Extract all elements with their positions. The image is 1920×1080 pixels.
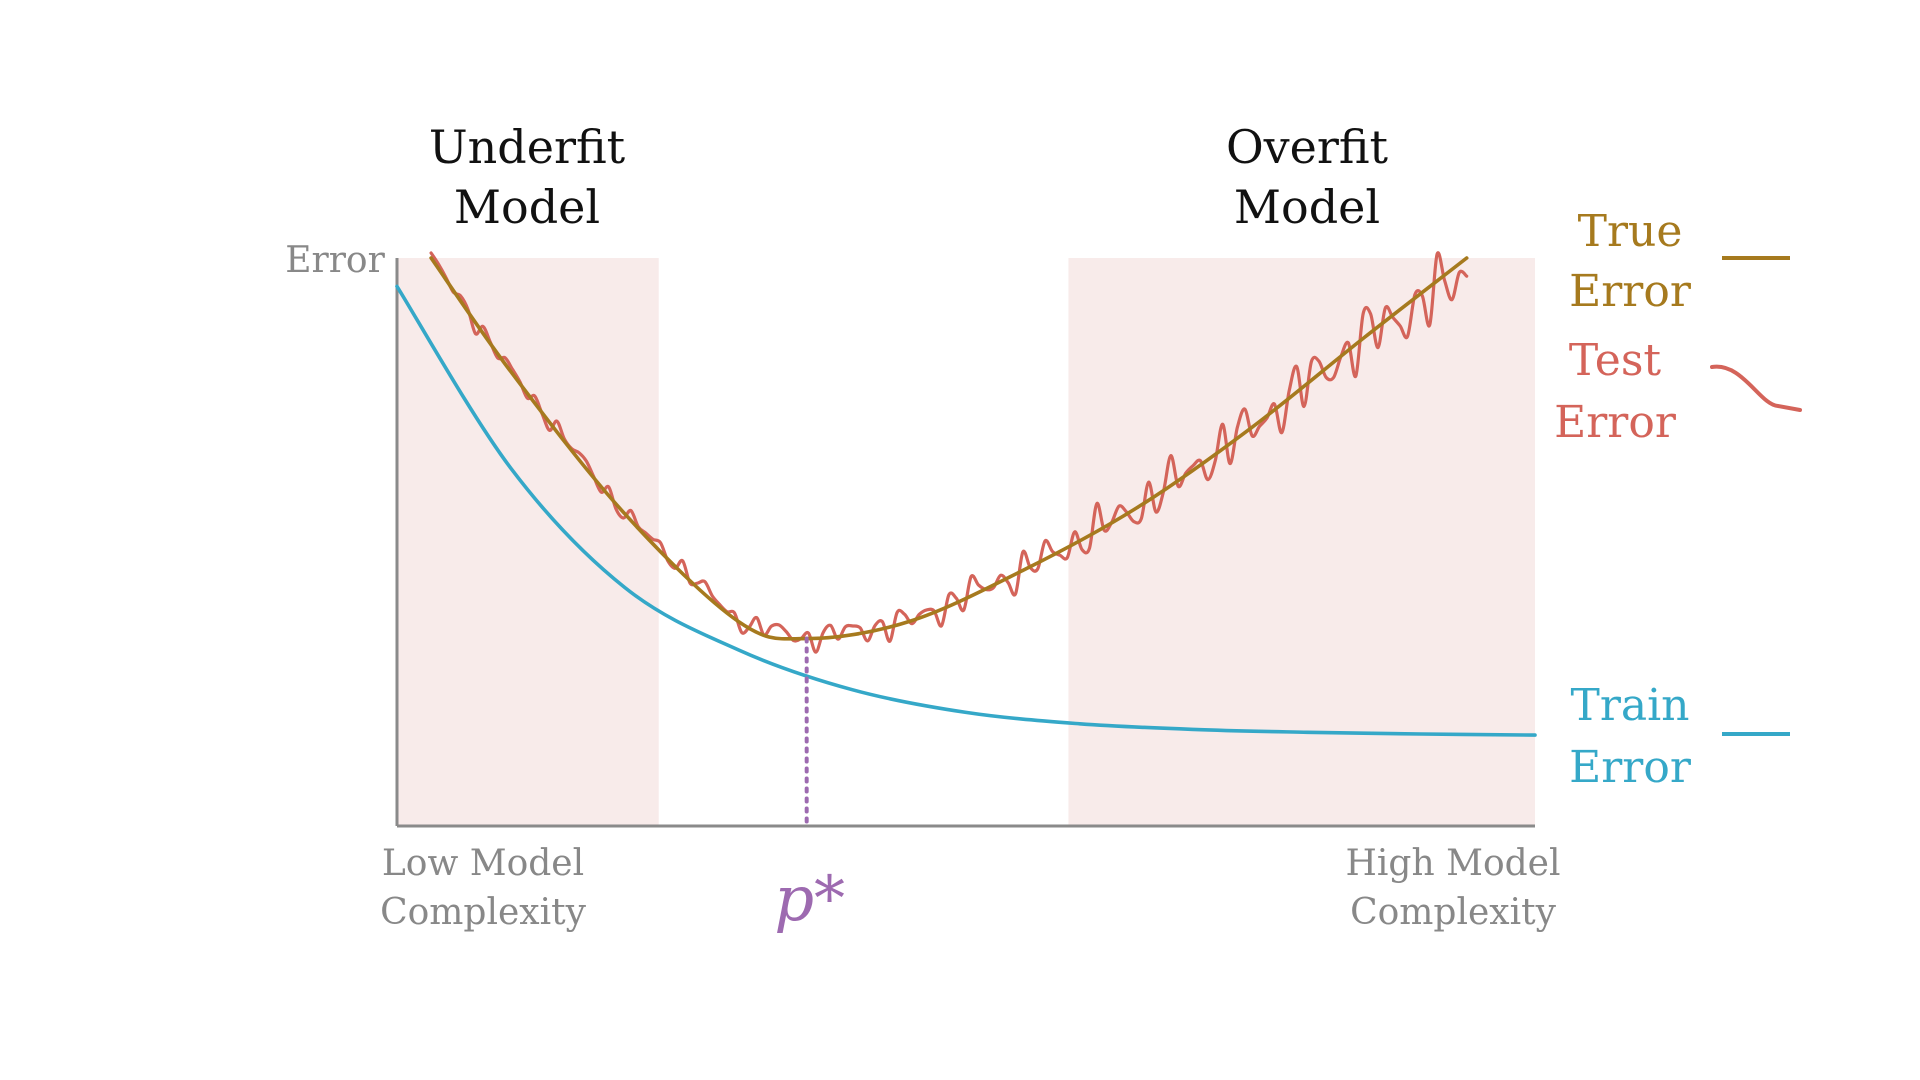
underfit-heading-line-1: Underfit — [429, 120, 626, 174]
x-high-label-line-1: High Model — [1346, 843, 1561, 884]
legend-true-error-line-2: Error — [1569, 266, 1692, 317]
legend-true-error-line-1: True — [1578, 206, 1683, 257]
true-error-curve — [429, 256, 1469, 641]
legend-test-error-swatch — [1710, 364, 1802, 412]
shaded-region-underfit — [397, 258, 659, 826]
curves — [395, 251, 1537, 737]
x-high-label-line-2: Complexity — [1350, 892, 1557, 933]
x-low-label-line-2: Complexity — [380, 892, 587, 933]
shaded-regions — [397, 258, 1535, 826]
x-low-label-line-1: Low Model — [382, 843, 584, 884]
train-error-curve — [395, 284, 1537, 737]
legend-train-error-line-2: Error — [1569, 742, 1692, 793]
legend-train-error-line-1: Train — [1570, 680, 1689, 731]
underfit-heading-line-2: Model — [454, 180, 600, 234]
shaded-region-overfit — [1068, 258, 1535, 826]
legend-test-error-line-2: Error — [1554, 397, 1677, 448]
overfit-heading-line-2: Model — [1234, 180, 1380, 234]
legend-test-error-line-1: Test — [1569, 335, 1662, 386]
overfit-heading-line-1: Overfit — [1226, 120, 1389, 174]
y-axis-label: Error — [285, 240, 385, 281]
optimum-label: p* — [774, 862, 845, 935]
